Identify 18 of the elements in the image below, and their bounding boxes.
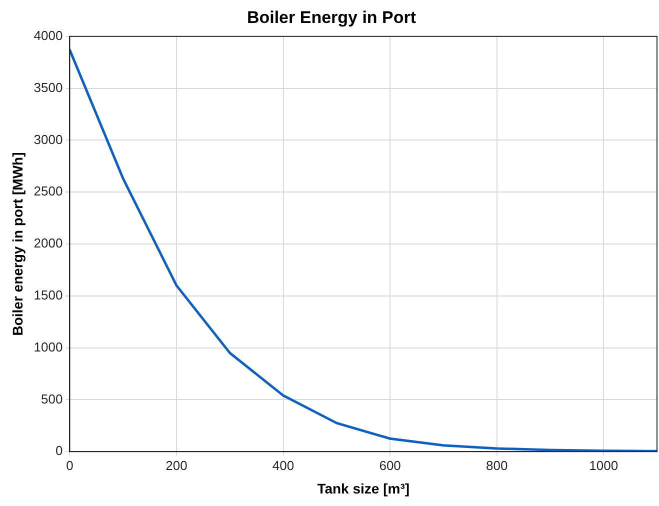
x-tick-label: 800 (486, 458, 508, 473)
y-axis-title: Boiler energy in port [MWh] (9, 152, 26, 336)
y-tick-label: 2000 (34, 236, 63, 251)
y-tick-label: 2500 (34, 184, 63, 199)
chart-title: Boiler Energy in Port (246, 8, 416, 27)
x-tick-label: 200 (166, 458, 188, 473)
x-tick-label: 400 (272, 458, 294, 473)
y-tick-label: 1000 (34, 339, 63, 354)
y-tick-label: 4000 (34, 28, 63, 43)
x-tick-label: 0 (66, 458, 74, 473)
x-tick-label: 600 (379, 458, 401, 473)
x-axis-title: Tank size [m³] (317, 480, 410, 496)
x-tick-label: 1000 (589, 458, 618, 473)
y-tick-label: 3000 (34, 132, 63, 147)
y-tick-label: 3500 (34, 80, 63, 95)
y-tick-label: 500 (41, 391, 63, 406)
y-tick-label: 0 (55, 443, 63, 458)
y-tick-label: 1500 (34, 287, 63, 302)
